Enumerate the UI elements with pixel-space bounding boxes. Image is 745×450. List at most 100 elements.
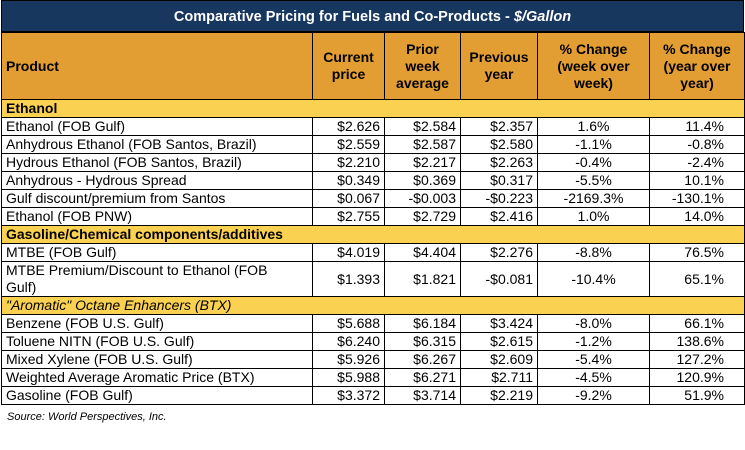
data-row: Gulf discount/premium from Santos $0.067-… (1, 189, 745, 208)
column-header: % Change (week over week) (537, 32, 650, 100)
product-name: Gasoline (FOB Gulf) (1, 386, 313, 405)
price-cell: $2.263 (460, 153, 538, 172)
data-row: Anhydrous Ethanol (FOB Santos, Brazil) $2… (1, 135, 745, 154)
product-name: Mixed Xylene (FOB U.S. Gulf) (1, 350, 313, 369)
price-cell: -9.2% (537, 386, 650, 405)
source-note: Source: World Perspectives, Inc. (7, 411, 167, 423)
price-cell: -$0.003 (384, 189, 461, 208)
price-cell: $5.988 (312, 368, 385, 387)
price-cell: 51.9% (649, 386, 745, 405)
product-name: Ethanol (FOB PNW) (1, 207, 313, 226)
product-name: Toluene NITN (FOB U.S. Gulf) (1, 332, 313, 351)
price-cell: -$0.081 (460, 261, 538, 297)
price-cell: $2.219 (460, 386, 538, 405)
product-name: MTBE Premium/Discount to Ethanol (FOB Gu… (1, 261, 313, 297)
product-name: Gulf discount/premium from Santos (1, 189, 313, 208)
price-cell: $2.609 (460, 350, 538, 369)
product-name: Ethanol (FOB Gulf) (1, 117, 313, 136)
section-header: Ethanol (1, 99, 745, 118)
data-row: Toluene NITN (FOB U.S. Gulf) $6.240 $6.315… (1, 332, 745, 351)
price-cell: $0.317 (460, 171, 538, 190)
price-cell: $5.926 (312, 350, 385, 369)
price-cell: 66.1% (649, 314, 745, 333)
price-cell: $2.729 (384, 207, 461, 226)
price-cell: $4.019 (312, 243, 385, 262)
price-cell: 14.0% (649, 207, 745, 226)
pricing-panel: Comparative Pricing for Fuels and Co-Pro… (1, 0, 745, 423)
price-cell: -2169.3% (537, 189, 650, 208)
price-cell: $4.404 (384, 243, 461, 262)
section-header: Gasoline/Chemical components/additives (1, 225, 745, 244)
section-row: "Aromatic" Octane Enhancers (BTX) (1, 296, 745, 315)
section-row: Gasoline/Chemical components/additives (1, 225, 745, 244)
price-cell: $2.615 (460, 332, 538, 351)
price-cell: $1.821 (384, 261, 461, 297)
price-cell: -2.4% (649, 153, 745, 172)
title-unit: $/Gallon (513, 9, 572, 25)
price-cell: $6.267 (384, 350, 461, 369)
price-cell: -8.8% (537, 243, 650, 262)
data-row: Anhydrous - Hydrous Spread $0.349 $0.369 $0… (1, 171, 745, 190)
price-cell: -0.8% (649, 135, 745, 154)
price-cell: 127.2% (649, 350, 745, 369)
price-cell: -5.4% (537, 350, 650, 369)
data-row: MTBE (FOB Gulf) $4.019 $4.404 $2.276 -8.8% 76… (1, 243, 745, 262)
price-cell: $0.067 (312, 189, 385, 208)
pricing-table: Product Current price Prior week average Pr… (1, 32, 745, 405)
price-cell: $2.587 (384, 135, 461, 154)
section-row: Ethanol (1, 99, 745, 118)
price-cell: -5.5% (537, 171, 650, 190)
price-cell: $2.210 (312, 153, 385, 172)
price-cell: 120.9% (649, 368, 745, 387)
data-row: Hydrous Ethanol (FOB Santos, Brazil) $2.2… (1, 153, 745, 172)
data-row: Weighted Average Aromatic Price (BTX) $5.… (1, 368, 745, 387)
product-name: MTBE (FOB Gulf) (1, 243, 313, 262)
product-name: Hydrous Ethanol (FOB Santos, Brazil) (1, 153, 313, 172)
table-body: Ethanol Ethanol (FOB Gulf) $2.626 $2.584 $2.… (1, 99, 745, 405)
title-bar: Comparative Pricing for Fuels and Co-Pro… (1, 0, 744, 32)
price-cell: $2.584 (384, 117, 461, 136)
price-cell: $2.626 (312, 117, 385, 136)
data-row: Benzene (FOB U.S. Gulf) $5.688 $6.184 $3.42… (1, 314, 745, 333)
product-name: Anhydrous Ethanol (FOB Santos, Brazil) (1, 135, 313, 154)
column-header: Prior week average (384, 32, 461, 100)
price-cell: $1.393 (312, 261, 385, 297)
price-cell: $2.755 (312, 207, 385, 226)
price-cell: $3.714 (384, 386, 461, 405)
price-cell: $2.276 (460, 243, 538, 262)
price-cell: $2.580 (460, 135, 538, 154)
price-cell: 1.6% (537, 117, 650, 136)
price-cell: $2.711 (460, 368, 538, 387)
column-header: % Change (year over year) (649, 32, 745, 100)
price-cell: $2.559 (312, 135, 385, 154)
column-header: Previous year (460, 32, 538, 100)
price-cell: -4.5% (537, 368, 650, 387)
product-name: Benzene (FOB U.S. Gulf) (1, 314, 313, 333)
price-cell: 10.1% (649, 171, 745, 190)
price-cell: -130.1% (649, 189, 745, 208)
price-cell: 138.6% (649, 332, 745, 351)
price-cell: 76.5% (649, 243, 745, 262)
data-row: Gasoline (FOB Gulf) $3.372 $3.714 $2.219 -9.… (1, 386, 745, 405)
data-row: Ethanol (FOB PNW) $2.755 $2.729 $2.416 1.0% 1… (1, 207, 745, 226)
price-cell: $6.271 (384, 368, 461, 387)
price-cell: -$0.223 (460, 189, 538, 208)
price-cell: -1.2% (537, 332, 650, 351)
price-cell: -8.0% (537, 314, 650, 333)
data-row: Mixed Xylene (FOB U.S. Gulf) $5.926 $6.267… (1, 350, 745, 369)
column-header: Product (1, 32, 313, 100)
price-cell: $5.688 (312, 314, 385, 333)
price-cell: 11.4% (649, 117, 745, 136)
price-cell: $2.416 (460, 207, 538, 226)
price-cell: $6.240 (312, 332, 385, 351)
price-cell: $2.357 (460, 117, 538, 136)
price-cell: $3.372 (312, 386, 385, 405)
price-cell: $0.349 (312, 171, 385, 190)
header-row: Product Current price Prior week average Pr… (1, 32, 745, 100)
price-cell: 1.0% (537, 207, 650, 226)
data-row: Ethanol (FOB Gulf) $2.626 $2.584 $2.357 1.6%… (1, 117, 745, 136)
price-cell: $2.217 (384, 153, 461, 172)
price-cell: $3.424 (460, 314, 538, 333)
data-row: MTBE Premium/Discount to Ethanol (FOB Gu… (1, 261, 745, 297)
